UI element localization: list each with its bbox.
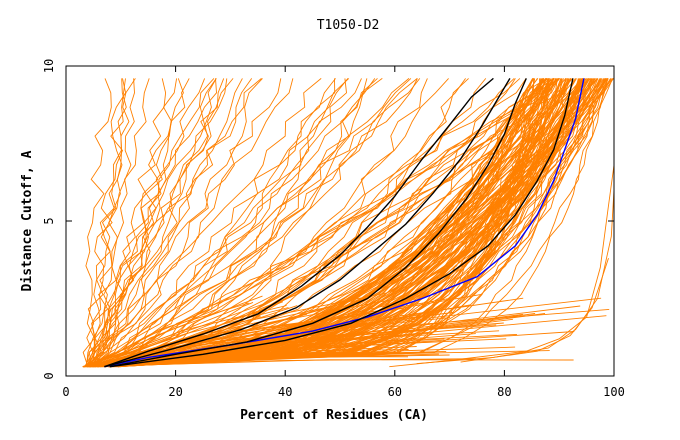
model-curve-267: [460, 258, 609, 363]
model-curve-251: [90, 313, 524, 368]
model-curve-150: [85, 78, 547, 368]
model-curve-180: [94, 78, 167, 367]
x-tick-label: 0: [62, 385, 69, 399]
model-curve-132: [92, 78, 560, 368]
model-curve-107: [107, 78, 596, 368]
model-curve-159: [85, 78, 383, 368]
model-curve-190: [87, 78, 150, 367]
model-curve-140: [89, 78, 349, 368]
y-tick-label: 10: [42, 59, 56, 73]
model-curve-74: [120, 78, 562, 368]
model-curve-161: [86, 78, 418, 368]
series-line-2: [104, 78, 511, 368]
model-curve-158: [98, 78, 362, 368]
model-curve-169: [82, 78, 548, 368]
model-curve-99: [114, 78, 609, 368]
model-curve-259: [83, 359, 574, 368]
model-curve-163: [97, 78, 554, 368]
model-curve-170: [90, 78, 294, 368]
model-curve-228: [93, 314, 419, 368]
model-curve-256: [88, 305, 581, 368]
chart-title: T1050-D2: [317, 18, 380, 33]
model-curve-265: [389, 165, 615, 368]
y-axis-label: Distance Cutoff, A: [20, 150, 35, 291]
y-tick-label: 5: [42, 217, 56, 224]
model-curve-244: [82, 295, 263, 368]
model-curve-258: [93, 292, 388, 368]
model-curve-124: [112, 78, 564, 368]
axis-ticks: [65, 65, 615, 377]
model-curve-70: [103, 78, 609, 368]
model-curve-114: [92, 78, 608, 368]
model-curve-185: [92, 78, 262, 367]
model-curve-255: [91, 350, 447, 368]
x-tick-label: 80: [497, 385, 511, 399]
y-tick-labels: 0 5 10: [42, 59, 56, 380]
model-curve-117: [107, 78, 541, 368]
model-curve-177: [85, 78, 217, 368]
model-curve-113: [113, 78, 607, 368]
model-curve-135: [103, 78, 421, 368]
model-curve-194: [86, 78, 135, 367]
x-tick-label: 20: [168, 385, 182, 399]
model-curve-182: [86, 78, 253, 368]
model-curve-193: [94, 78, 178, 367]
model-curve-188: [86, 78, 127, 367]
model-curve-155: [88, 78, 449, 368]
model-curve-179: [85, 78, 234, 367]
model-curve-90: [95, 78, 606, 368]
model-curve-134: [102, 78, 336, 368]
x-tick-label: 60: [388, 385, 402, 399]
series-line-4: [109, 78, 574, 368]
model-curve-121: [92, 78, 533, 368]
model-curve-184: [86, 78, 225, 367]
model-curve-192: [85, 78, 112, 367]
model-curve-130: [86, 78, 574, 368]
model-curve-183: [88, 78, 206, 367]
model-curve-237: [92, 354, 450, 368]
x-tick-labels: 0 20 40 60 80 100: [62, 385, 624, 399]
model-curve-78: [92, 78, 534, 368]
model-curve-264: [86, 298, 394, 368]
model-curve-144: [94, 78, 550, 368]
x-axis-label: Percent of Residues (CA): [240, 408, 428, 423]
model-curve-263: [90, 303, 264, 368]
highlighted-series: [104, 77, 585, 368]
model-curve-160: [86, 78, 378, 368]
series-line-3: [109, 78, 527, 368]
model-curve-212: [85, 305, 287, 368]
x-tick-label: 40: [278, 385, 292, 399]
model-curve-149: [105, 78, 368, 368]
model-curve-181: [94, 78, 282, 368]
series-line-1: [104, 77, 494, 368]
model-curve-191: [84, 78, 136, 367]
model-curve-137: [107, 78, 350, 368]
y-tick-label: 0: [42, 372, 56, 379]
x-tick-label: 100: [603, 385, 625, 399]
model-curve-110: [120, 78, 552, 368]
model-curve-187: [83, 78, 263, 368]
model-curve-168: [82, 78, 554, 368]
model-curve-129: [109, 78, 591, 368]
